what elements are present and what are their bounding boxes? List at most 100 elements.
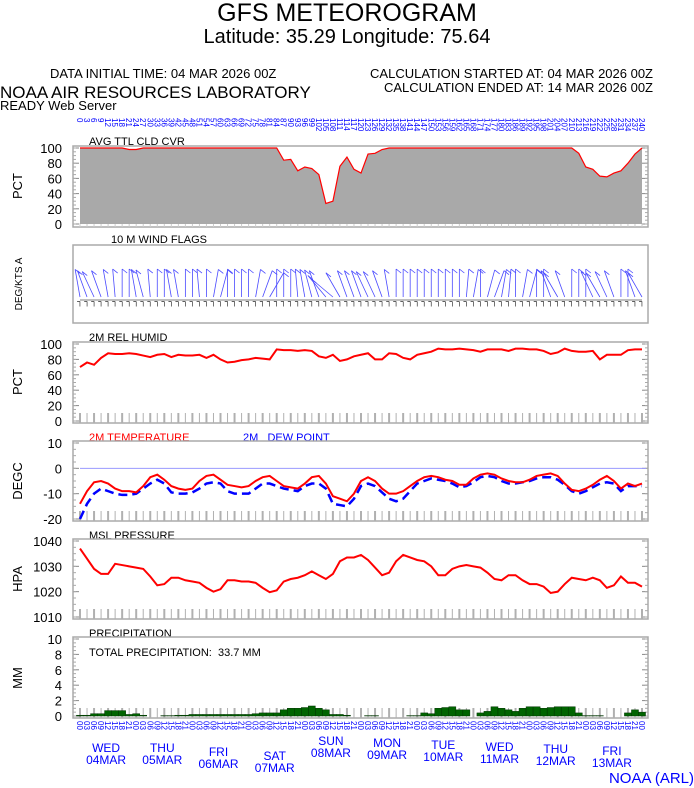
precip-bar xyxy=(553,706,562,717)
forecast-hour-label: 12 xyxy=(103,118,112,127)
wind-barb: ┐ xyxy=(135,269,146,307)
wind-glyph: ┐ xyxy=(266,297,273,307)
wind-barb-flag xyxy=(585,272,592,278)
wind-glyph: ┐ xyxy=(294,297,301,307)
wind-barb-flag xyxy=(248,268,254,274)
forecast-hour-label: 132 xyxy=(384,118,393,132)
utc-hour-label: 15 xyxy=(504,721,513,730)
forecast-hour-label: 90 xyxy=(286,118,295,127)
wind-barb: ┐ xyxy=(308,270,322,307)
plot-frame xyxy=(72,538,649,620)
wind-barb-flag xyxy=(307,275,314,280)
forecast-hour-label: 234 xyxy=(623,118,632,132)
wind-barb-flag xyxy=(494,269,500,275)
y-tick-label: 60 xyxy=(48,171,62,186)
wind-glyph: ┐ xyxy=(568,297,575,307)
wind-barb-staff xyxy=(299,269,306,298)
precip-bar xyxy=(462,709,471,717)
wind-glyph: ┐ xyxy=(301,297,308,307)
wind-barb-flag xyxy=(192,268,198,274)
forecast-hour-label: 39 xyxy=(166,118,175,127)
precip-bar xyxy=(286,708,295,717)
wind-barb-staff xyxy=(307,275,327,298)
pressure-title: MSL PRESSURE xyxy=(89,530,175,542)
precip-bar xyxy=(104,710,112,717)
precip-bar xyxy=(483,711,492,717)
date-label: 07MAR xyxy=(255,761,295,775)
wind-barb-flag xyxy=(536,268,542,274)
precip-bar xyxy=(230,714,239,717)
pressure-line xyxy=(79,548,643,595)
y-tick-label: 20 xyxy=(48,399,62,414)
forecast-hour-label: 45 xyxy=(180,118,189,127)
wind-barb-staff xyxy=(91,270,102,298)
forecast-hour-label: 171 xyxy=(475,118,484,132)
wind-glyph: ┐ xyxy=(160,297,167,307)
wind-glyph: ┐ xyxy=(132,297,139,307)
wind-glyph: ┐ xyxy=(631,297,638,307)
wind-barb-staff xyxy=(112,269,116,298)
precip-bar xyxy=(434,708,443,717)
forecast-hour-label: 96 xyxy=(300,118,309,127)
wind-barb-flag xyxy=(77,270,83,276)
utc-hour-label: 03 xyxy=(363,721,372,730)
utc-hour-label: 00 xyxy=(187,721,196,730)
forecast-hour-label: 54 xyxy=(201,118,210,127)
wind-glyph: ┐ xyxy=(203,297,210,307)
wind-barb: ┐ xyxy=(245,268,254,307)
wind-barb-staff xyxy=(294,269,299,298)
wind-glyph: ┐ xyxy=(561,297,568,307)
day-label: WED xyxy=(92,741,120,755)
utc-hour-label: 15 xyxy=(223,721,232,730)
wind-barb: ┐ xyxy=(153,268,163,307)
forecast-hour-label: 81 xyxy=(265,118,274,127)
wind-barb-flag xyxy=(580,271,587,276)
cloud-title: AVG TTL CLD CVR xyxy=(89,136,185,148)
wind-barb-staff xyxy=(529,269,538,298)
utc-hour-label: 09 xyxy=(377,721,386,730)
wind-glyph: ┐ xyxy=(448,297,455,307)
wind-barb: ┐ xyxy=(463,268,475,307)
utc-hour-label: 18 xyxy=(398,721,407,730)
utc-hour-label: 21 xyxy=(237,721,246,730)
precip-total: TOTAL PRECIPITATION: 33.7 MM xyxy=(89,647,261,659)
precip-bar xyxy=(223,714,232,717)
wind-barb-flag xyxy=(218,269,224,274)
wind-barb-flag xyxy=(344,270,350,276)
forecast-hour-label: 213 xyxy=(574,118,583,132)
utc-hour-label: 03 xyxy=(475,721,484,730)
wind-barb: ┐ xyxy=(182,268,191,307)
wind-barb-flag xyxy=(290,268,296,274)
wind-barb: ┐ xyxy=(311,278,336,307)
wind-glyph: ┐ xyxy=(83,297,90,307)
utc-hour-label: 12 xyxy=(216,721,225,730)
utc-hour-label: 09 xyxy=(489,721,498,730)
wind-barb-flag xyxy=(515,268,521,274)
date-label: 08MAR xyxy=(311,746,351,760)
rel-humid-line xyxy=(79,347,642,368)
wind-barb-staff xyxy=(355,271,369,298)
wind-barb-staff xyxy=(372,270,383,298)
dew-legend: 2M DEW POINT xyxy=(243,432,330,444)
wind-barb-flag xyxy=(402,268,409,274)
wind-barb-flag xyxy=(112,268,118,274)
utc-hour-label: 09 xyxy=(321,721,330,730)
utc-hour-label: 15 xyxy=(560,721,569,730)
wind-glyph: ┐ xyxy=(554,297,561,307)
forecast-hour-label: 126 xyxy=(370,118,379,132)
wind-barb: ┐ xyxy=(413,268,423,307)
wind-barb: ┐ xyxy=(448,268,458,307)
utc-hour-label: 00 xyxy=(637,721,646,730)
cloud-cover-area xyxy=(80,148,642,224)
y-tick-label: 100 xyxy=(40,141,62,156)
wind-barb-flag xyxy=(283,272,289,278)
wind-barb: ┐ xyxy=(355,271,371,307)
wind-glyph: ┐ xyxy=(76,297,83,307)
forecast-hour-label: 219 xyxy=(588,118,597,132)
forecast-hour-label: 135 xyxy=(391,118,400,132)
wind-glyph: ┐ xyxy=(371,297,378,307)
forecast-hour-label: 36 xyxy=(159,118,168,127)
wind-glyph: ┐ xyxy=(238,297,245,307)
precip-bar xyxy=(511,711,520,717)
wind-barb-flag xyxy=(554,270,561,276)
